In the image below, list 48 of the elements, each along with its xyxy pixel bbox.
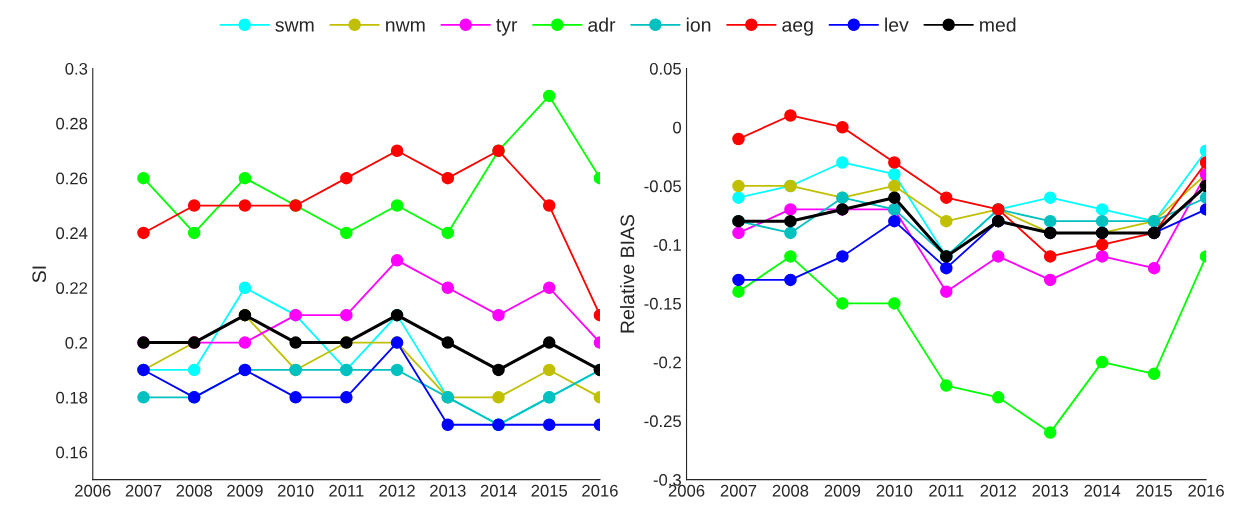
x-tick-label: 2015: [1136, 484, 1172, 497]
legend-label: med: [980, 17, 1016, 32]
y-tick-label: 0.24: [56, 227, 88, 240]
y-tick-label: 0.28: [56, 117, 88, 130]
x-tick-label: 2007: [125, 484, 162, 497]
y-tick-label: -0.05: [644, 180, 681, 193]
y-axis-title: SI: [32, 266, 47, 283]
x-tick-label: 2006: [668, 484, 705, 497]
x-tick-label: 2009: [227, 484, 263, 497]
y-tick-label: -0.3: [653, 473, 681, 486]
y-tick-label: -0.2: [653, 356, 681, 369]
y-tick-label: 0.16: [56, 446, 88, 459]
x-tick-label: 2006: [75, 484, 111, 497]
y-tick-label: 0.2: [65, 336, 88, 349]
legend-label: lev: [885, 17, 909, 32]
legend-label: ion: [686, 17, 711, 32]
x-tick-label: 2009: [824, 484, 861, 497]
legend-label: tyr: [496, 19, 518, 36]
x-tick-label: 2015: [531, 484, 568, 497]
x-tick-label: 2014: [480, 484, 517, 497]
x-tick-label: 2010: [277, 484, 314, 497]
legend-label: adr: [588, 17, 616, 32]
y-tick-label: -0.1: [653, 239, 681, 251]
y-tick-label: 0.3: [65, 62, 88, 75]
legend-label: nwm: [386, 21, 425, 32]
x-tick-label: 2013: [430, 484, 466, 497]
x-tick-label: 2011: [929, 484, 964, 497]
x-tick-label: 2008: [772, 484, 809, 497]
x-tick-label: 2012: [980, 484, 1016, 497]
y-tick-label: 0.05: [649, 62, 681, 75]
y-tick-label: -0.25: [644, 415, 681, 428]
legend-label: aeg: [782, 21, 813, 36]
x-tick-label: 2008: [176, 484, 213, 497]
y-tick-label: 0: [673, 121, 682, 134]
x-tick-label: 2010: [876, 484, 913, 497]
x-tick-label: 2007: [720, 484, 757, 497]
y-tick-label: 0.22: [56, 282, 88, 294]
legend-label: swm: [275, 21, 314, 32]
y-axis-title: Relative BIAS: [620, 214, 635, 333]
x-tick-label: 2011: [329, 484, 364, 497]
x-tick-label: 2013: [1032, 484, 1069, 497]
x-tick-label: 2014: [1084, 484, 1121, 497]
x-tick-label: 2016: [582, 484, 618, 497]
y-tick-label: 0.26: [56, 172, 88, 185]
x-tick-label: 2012: [379, 484, 415, 497]
y-tick-label: 0.18: [56, 391, 88, 404]
y-tick-label: -0.15: [644, 297, 681, 310]
x-tick-label: 2016: [1188, 484, 1224, 497]
